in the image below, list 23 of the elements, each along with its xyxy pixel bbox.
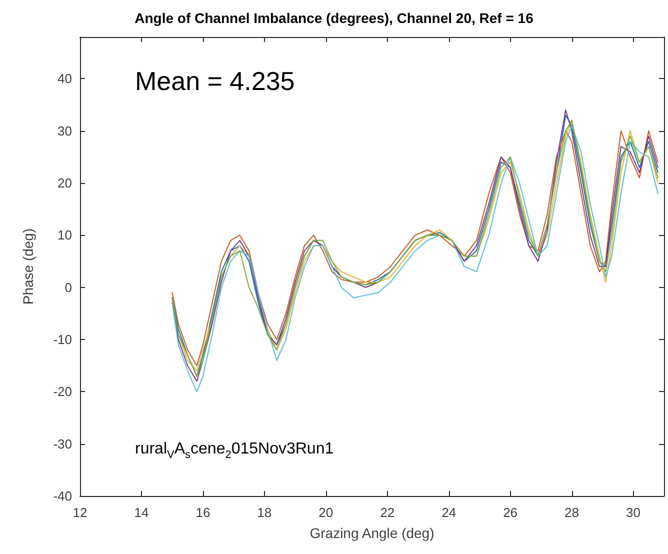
- x-tick-label: 18: [257, 505, 272, 520]
- y-tick-label: 20: [58, 176, 72, 191]
- x-tick-label: 12: [72, 505, 88, 520]
- x-tick-label: 22: [380, 505, 395, 520]
- x-tick-label: 14: [134, 505, 149, 520]
- x-tick-label: 26: [503, 505, 518, 520]
- annotation: Mean = 4.235: [135, 66, 295, 96]
- x-tick-label: 28: [564, 505, 580, 520]
- y-tick-label: -10: [53, 332, 72, 348]
- y-axis-title: Phase (deg): [20, 228, 36, 305]
- y-tick-label: 10: [58, 228, 72, 243]
- y-tick-label: 0: [64, 280, 72, 295]
- x-axis-title: Grazing Angle (deg): [310, 525, 434, 541]
- chart-title: Angle of Channel Imbalance (degrees), Channel 20, Ref = 16: [134, 10, 534, 26]
- x-tick-label: 24: [442, 505, 456, 520]
- y-tick-label: -40: [53, 488, 72, 504]
- x-tick-label: 20: [318, 505, 334, 520]
- x-tick-label: 16: [196, 505, 210, 520]
- y-tick-label: 40: [58, 71, 72, 86]
- y-tick-label: -20: [53, 384, 72, 400]
- y-tick-label: 30: [58, 123, 72, 138]
- x-tick-label: 30: [626, 505, 640, 520]
- y-tick-label: -30: [53, 436, 72, 452]
